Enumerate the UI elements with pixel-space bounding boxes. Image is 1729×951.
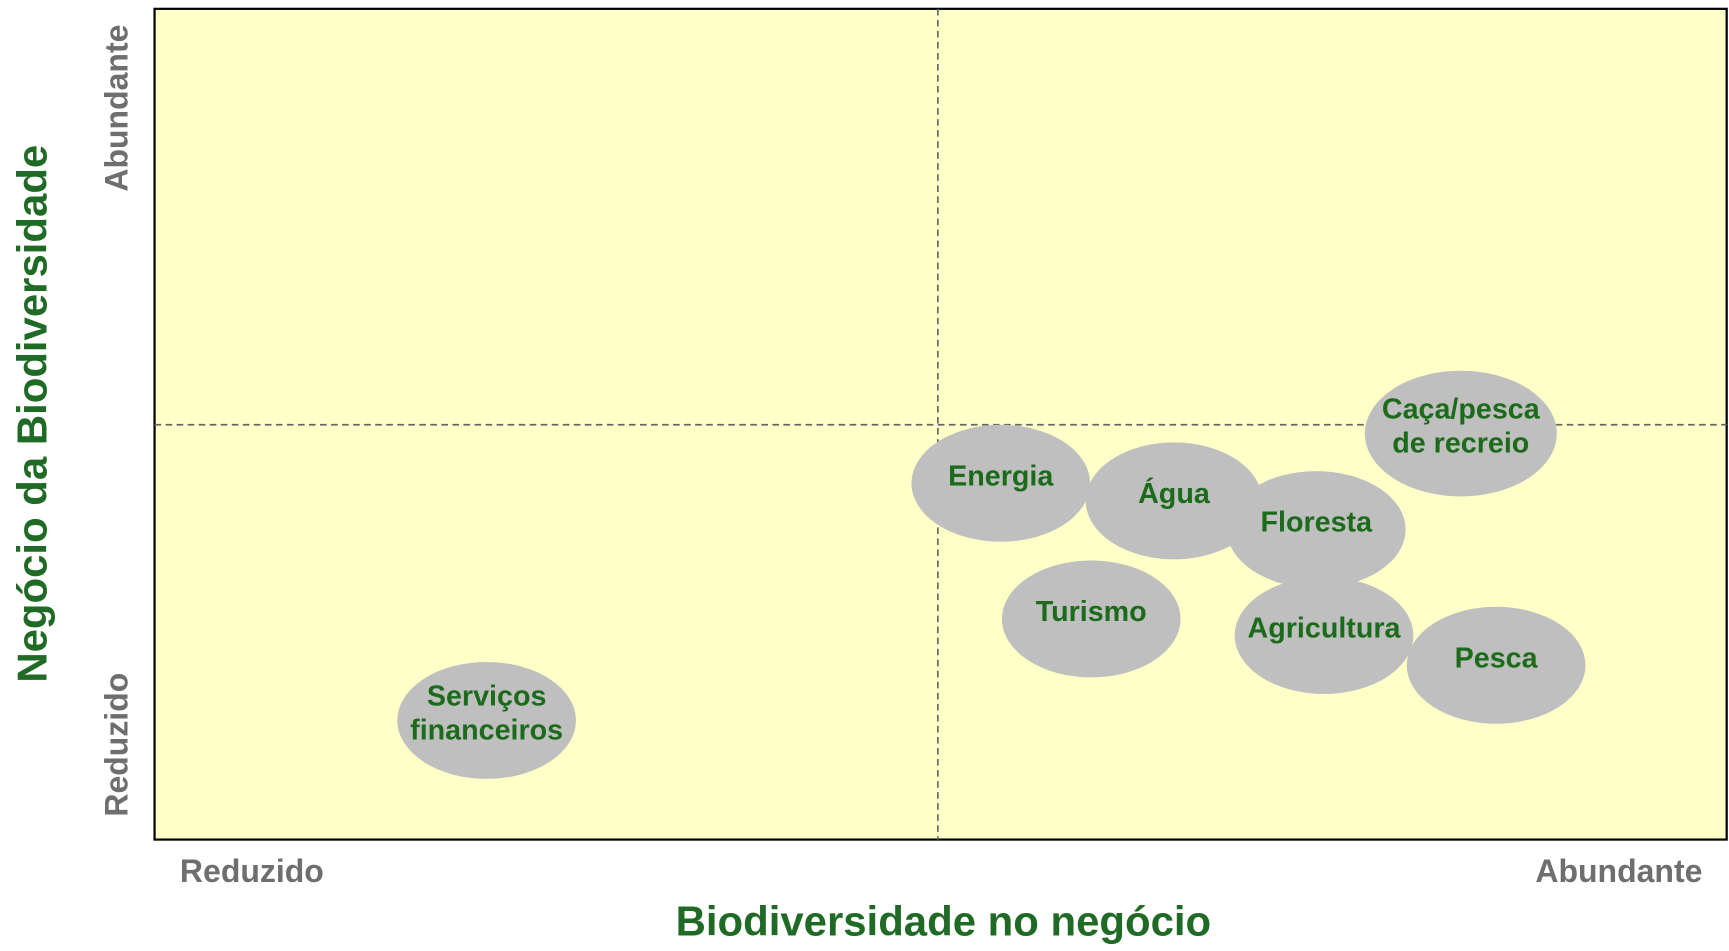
- node-shape: [1085, 442, 1263, 560]
- node-label: Caça/pesca: [1382, 394, 1541, 426]
- node-label: Agricultura: [1248, 613, 1402, 645]
- y-axis-title: Negócio da Biodiversidade: [8, 145, 55, 683]
- x-axis-title: Biodiversidade no negócio: [676, 898, 1212, 945]
- node-shape: [1406, 606, 1586, 724]
- node-shape: [1234, 576, 1414, 694]
- node-label: financeiros: [410, 715, 563, 747]
- node-shape: [1226, 471, 1406, 589]
- node-label: Serviços: [427, 680, 547, 712]
- node-shape: [1364, 370, 1557, 497]
- node-shape: [397, 661, 577, 779]
- node-label: Energia: [948, 460, 1054, 492]
- node-label: de recreio: [1392, 428, 1529, 460]
- x-low-label: Reduzido: [180, 853, 324, 889]
- y-high-label: Abundante: [99, 25, 135, 192]
- node-label: Pesca: [1455, 642, 1539, 674]
- node-shape: [1001, 560, 1181, 678]
- y-low-label: Reduzido: [99, 673, 135, 817]
- x-high-label: Abundante: [1535, 853, 1702, 889]
- node-shape: [911, 424, 1091, 542]
- node-label: Água: [1138, 476, 1211, 510]
- node-label: Turismo: [1036, 596, 1147, 628]
- node-label: Floresta: [1261, 507, 1374, 539]
